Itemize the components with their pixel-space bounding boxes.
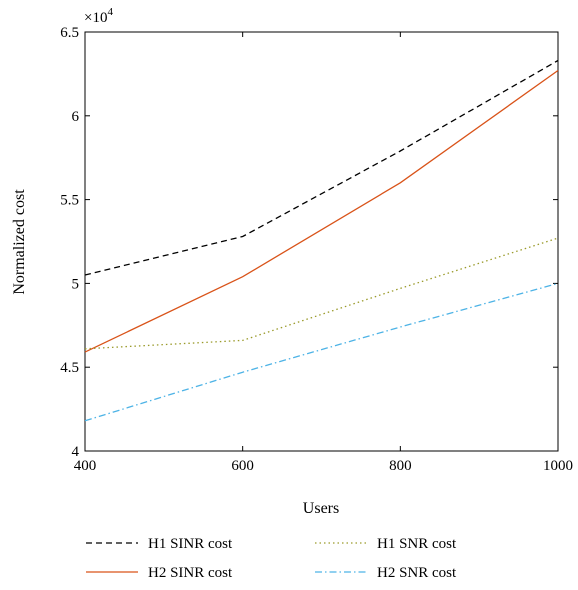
y-multiplier-exponent: 4: [107, 6, 113, 18]
y-tick-label: 5.5: [60, 193, 79, 209]
legend-label: H1 SNR cost: [377, 536, 457, 552]
y-tick-label: 5: [72, 276, 80, 292]
y-multiplier-label: ×104: [84, 6, 113, 26]
y-tick-label: 4.5: [60, 360, 79, 376]
x-tick-label: 400: [74, 458, 97, 474]
y-tick-label: 6: [72, 109, 80, 125]
series-line: [84, 237, 559, 350]
legend-label: H1 SINR cost: [148, 536, 233, 552]
y-tick-label: 6.5: [60, 25, 79, 41]
x-tick-label: 1000: [543, 458, 573, 474]
x-axis-title: Users: [303, 500, 339, 517]
legend-label: H2 SINR cost: [148, 565, 233, 581]
axes-frame: [84, 31, 559, 452]
legend: H1 SINR cost H2 SINR cost H1 SNR cost H2 SN…: [86, 536, 457, 581]
y-axis-title: Normalized cost: [11, 189, 28, 295]
axis-ticks: [84, 31, 559, 452]
axis-tick-labels: 400 600 800 1000 4 4.5 5 5.5 6 6.5: [60, 25, 573, 474]
y-tick-label: 4: [72, 444, 80, 460]
legend-label: H2 SNR cost: [377, 565, 457, 581]
x-tick-label: 600: [231, 458, 254, 474]
x-tick-label: 800: [389, 458, 412, 474]
series-lines: [84, 59, 559, 422]
plot-box: [84, 31, 559, 452]
series-line: [84, 59, 559, 276]
series-line: [84, 282, 559, 422]
series-line: [84, 69, 559, 353]
